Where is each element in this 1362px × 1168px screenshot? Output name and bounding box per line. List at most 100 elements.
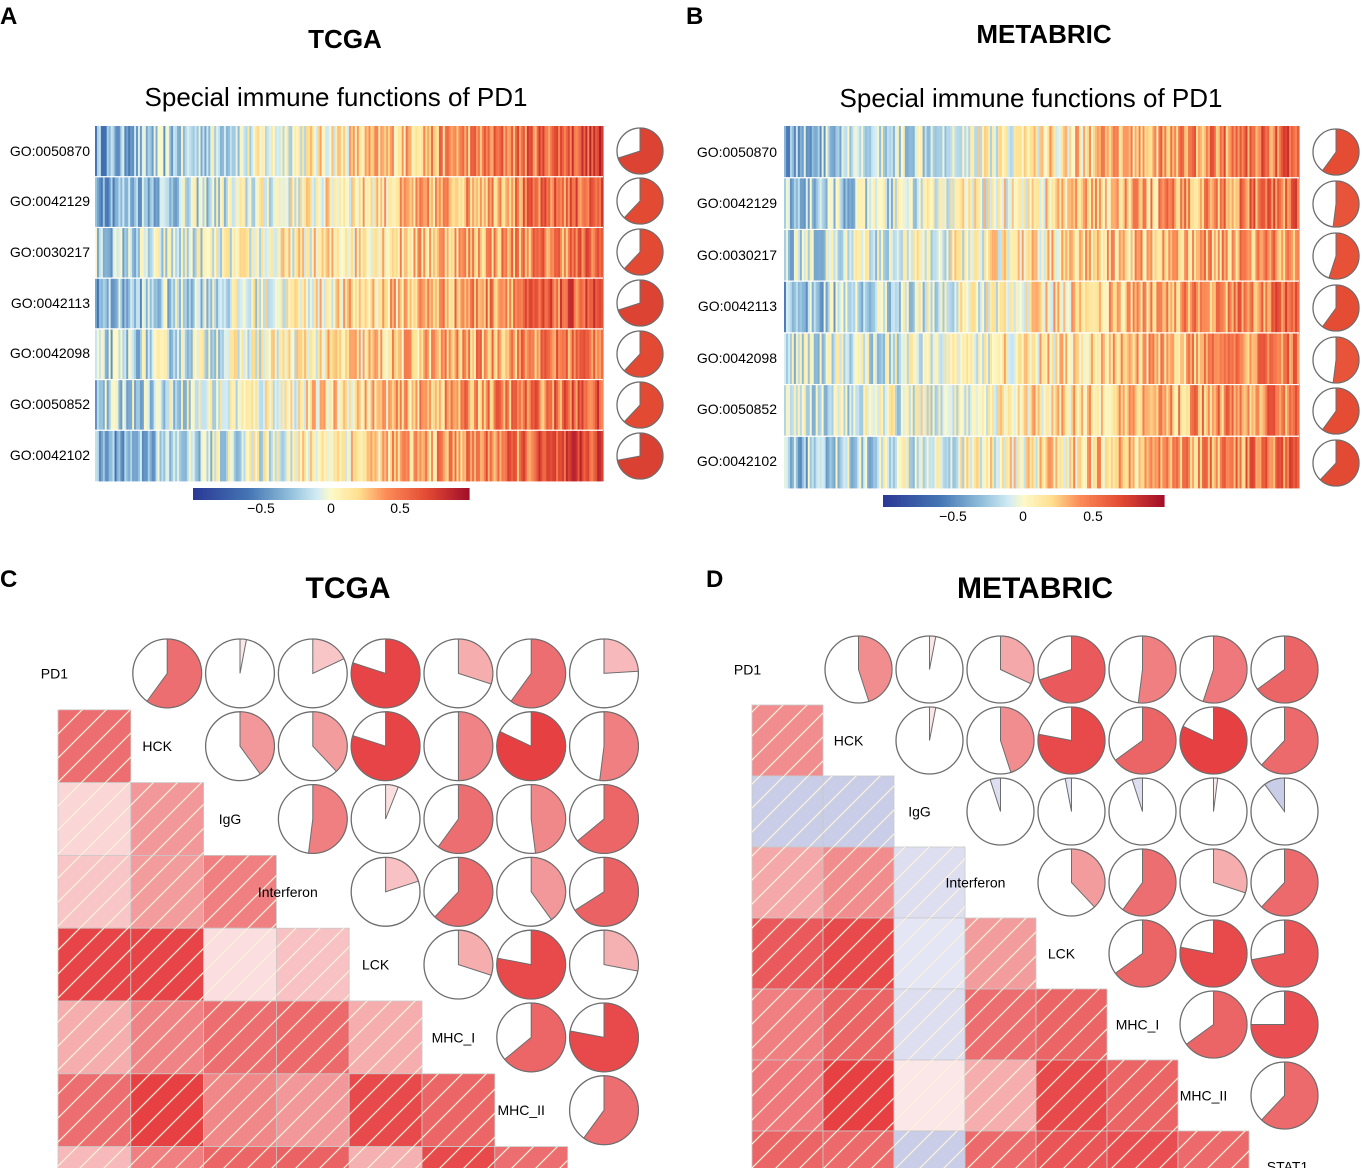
heatmap-cell	[468, 227, 471, 279]
heatmap-cell	[339, 328, 342, 380]
heatmap-cell	[126, 328, 129, 380]
heatmap-cell	[583, 126, 587, 178]
heatmap-cell	[1055, 281, 1058, 334]
heatmap-cell	[241, 379, 245, 431]
heatmap-cell	[926, 177, 930, 230]
heatmap-cell	[1122, 384, 1126, 437]
heatmap-cell	[405, 328, 409, 380]
heatmap-cell	[161, 430, 164, 482]
heatmap-cell	[509, 126, 512, 178]
heatmap-cell	[1007, 229, 1011, 282]
heatmap-cell	[522, 126, 526, 178]
heatmap-cell	[900, 332, 904, 385]
heatmap-cell	[182, 278, 186, 330]
heatmap-cell	[499, 278, 502, 330]
heatmap-cell	[809, 332, 813, 385]
heatmap-cell	[507, 278, 510, 330]
heatmap-cell	[309, 227, 313, 279]
heatmap-cell	[1021, 229, 1025, 282]
heatmap-cell	[1051, 384, 1054, 437]
heatmap-cell	[499, 176, 502, 228]
heatmap-cell	[877, 177, 880, 230]
heatmap-cell	[803, 332, 807, 385]
heatmap-cell	[936, 281, 940, 334]
heatmap-cell	[1039, 229, 1043, 282]
heatmap-cell	[200, 126, 204, 178]
heatmap-cell	[477, 227, 481, 279]
heatmap-cell	[1039, 436, 1043, 489]
heatmap-cell	[237, 430, 241, 482]
heatmap-cell	[134, 227, 137, 279]
heatmap-cell	[409, 328, 413, 380]
heatmap-cell	[188, 176, 192, 228]
heatmap-cell	[161, 126, 164, 178]
heatmap-cell	[1142, 436, 1146, 489]
heatmap-cell	[1213, 332, 1217, 385]
heatmap-cell	[988, 384, 991, 437]
heatmap-cell	[1150, 436, 1154, 489]
heatmap-cell	[995, 436, 999, 489]
heatmap-cell	[823, 177, 827, 230]
heatmap-cell	[270, 227, 274, 279]
heatmap-cell	[235, 126, 239, 178]
heatmap-cell	[1031, 229, 1035, 282]
heatmap-cell	[137, 328, 141, 380]
heatmap-cell	[1148, 281, 1152, 334]
heatmap-cell	[434, 227, 438, 279]
heatmap-cell	[220, 430, 223, 482]
heatmap-cell	[1019, 126, 1023, 179]
heatmap-cell	[511, 278, 514, 330]
heatmap-cell	[1079, 384, 1082, 437]
heatmap-cell	[415, 176, 418, 228]
heatmap-cell	[1102, 281, 1106, 334]
colorbar-step	[400, 488, 403, 500]
heatmap-cell	[407, 430, 411, 482]
heatmap-cell	[869, 281, 872, 334]
heatmap-cell	[1184, 281, 1187, 334]
heatmap-cell	[417, 430, 420, 482]
heatmap-cell	[368, 430, 372, 482]
heatmap-cell	[1065, 229, 1068, 282]
heatmap-cell	[1221, 177, 1225, 230]
heatmap-cell	[128, 227, 131, 279]
heatmap-cell	[1221, 126, 1225, 179]
heatmap-cell	[1279, 384, 1282, 437]
heatmap-cell	[1053, 436, 1056, 489]
heatmap-cell	[1249, 126, 1253, 179]
heatmap-cell	[235, 176, 239, 228]
pie-slice	[1321, 128, 1360, 176]
heatmap-cell	[253, 176, 256, 228]
heatmap-cell	[1007, 177, 1011, 230]
heatmap-cell	[384, 430, 387, 482]
heatmap-cell	[179, 278, 182, 330]
heatmap-cell	[888, 436, 892, 489]
heatmap-cell	[1205, 126, 1209, 179]
heatmap-cell	[1231, 177, 1235, 230]
heatmap-cell	[143, 227, 147, 279]
heatmap-cell	[944, 177, 948, 230]
heatmap-cell	[1295, 436, 1298, 489]
colorbar-step	[202, 488, 206, 500]
heatmap-cell	[904, 436, 908, 489]
heatmap-cell	[993, 332, 997, 385]
heatmap-cell	[809, 229, 813, 282]
heatmap-cell	[579, 379, 583, 431]
heatmap-cell	[982, 126, 985, 179]
colorbar-step	[236, 488, 240, 500]
heatmap-cell	[1102, 126, 1106, 179]
heatmap-cell	[1237, 281, 1241, 334]
heatmap-cell	[791, 177, 795, 230]
dataset-title-b: METABRIC	[976, 19, 1112, 49]
heatmap-cell	[966, 436, 969, 489]
heatmap-cell	[1112, 281, 1116, 334]
heatmap-cell	[1128, 229, 1132, 282]
heatmap-cell	[491, 278, 495, 330]
heatmap-cell	[930, 384, 934, 437]
heatmap-cell	[350, 126, 354, 178]
heatmap-cell	[290, 278, 293, 330]
heatmap-cell	[960, 332, 963, 385]
heatmap-cell	[1207, 177, 1211, 230]
heatmap-cell	[96, 176, 100, 228]
heatmap-cell	[554, 176, 557, 228]
heatmap-cell	[561, 126, 565, 178]
